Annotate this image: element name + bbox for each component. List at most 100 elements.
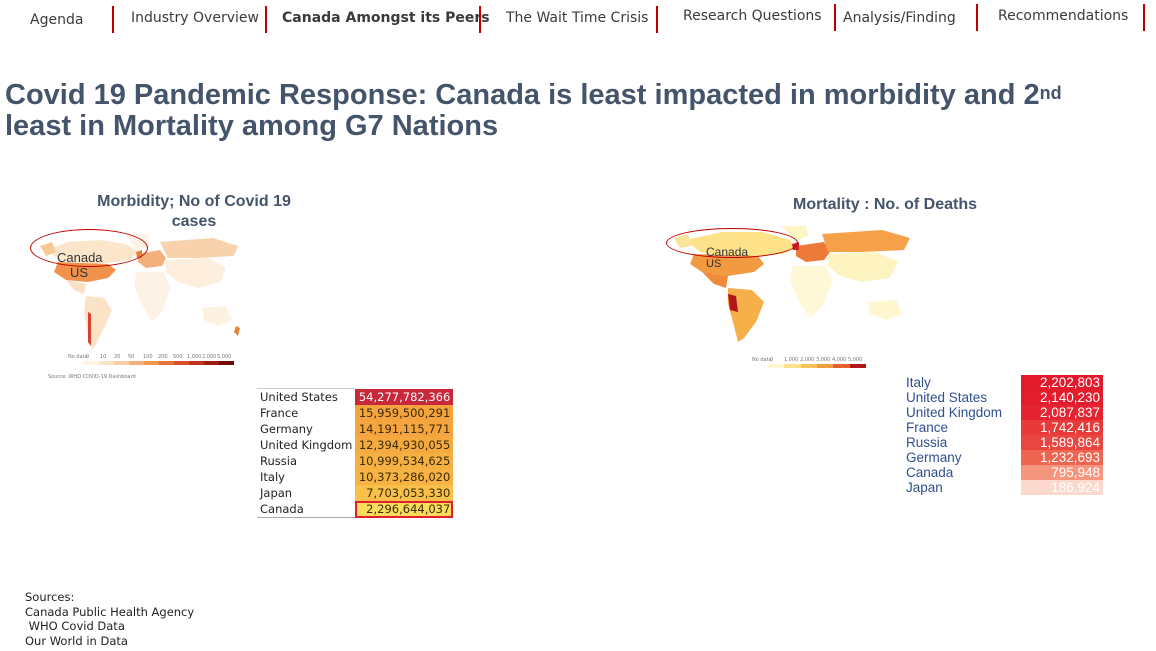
morbidity-value-cell: 7,703,053,330 [355, 485, 454, 501]
canada-highlight-ellipse [666, 228, 798, 258]
mortality-value-cell: 1,589,864 [1021, 435, 1104, 450]
morbidity-table-row: United States 54,277,782,366 [257, 388, 454, 405]
mortality-table-row: Russia 1,589,864 [905, 435, 1104, 450]
source-item: Canada Public Health Agency [25, 604, 195, 619]
morbidity-legend-tick: 2,000 [202, 354, 217, 360]
morbidity-map-us [54, 262, 116, 282]
mortality-spacer-cell [1005, 465, 1021, 480]
morbidity-source-note: Source: WHO COVID-19 Dashboard [48, 374, 136, 380]
morbidity-map-africa [134, 272, 170, 322]
mortality-map-legend [768, 364, 866, 368]
morbidity-map-title: Morbidity; No of Covid 19 cases [97, 193, 291, 230]
mortality-table-row: Italy 2,202,803 [905, 375, 1104, 390]
morbidity-map-australia [202, 306, 232, 326]
nav-item-analysis-finding[interactable]: Analysis/Finding [843, 10, 956, 26]
morbidity-value-cell: 14,191,115,771 [355, 421, 454, 437]
morbidity-table-row: Japan 7,703,053,330 [257, 485, 454, 501]
mortality-table-row: Germany 1,232,693 [905, 450, 1104, 465]
nav-item-wait-time-crisis[interactable]: The Wait Time Crisis [506, 10, 649, 26]
mortality-legend-tick: 3,000 [816, 357, 831, 363]
mortality-map-africa [790, 266, 832, 318]
mortality-spacer-cell [1005, 390, 1021, 405]
mortality-country-cell: Russia [906, 435, 948, 450]
mortality-value-cell: 795,948 [1021, 465, 1104, 480]
morbidity-legend-tick: 500 [173, 354, 183, 360]
morbidity-value-cell: 10,999,534,625 [355, 453, 454, 469]
morbidity-legend-tick: 100 [143, 354, 153, 360]
morbidity-value-cell: 10,373,286,020 [355, 469, 454, 485]
morbidity-legend-tick: 0 [86, 354, 90, 360]
morbidity-value-cell: 15,959,500,291 [355, 405, 454, 421]
morbidity-map-europe [138, 250, 166, 268]
nav-divider [656, 6, 658, 33]
mortality-spacer-cell [1005, 420, 1021, 435]
mortality-value-cell: 186,924 [1021, 480, 1104, 495]
morbidity-table-row: United Kingdom 12,394,930,055 [257, 437, 454, 453]
morbidity-country-cell: United States [257, 388, 356, 405]
mortality-map-label-canada: Canada [706, 245, 749, 259]
mortality-value-cell: 2,202,803 [1021, 375, 1104, 390]
mortality-spacer-cell [1005, 405, 1021, 420]
sources-block: Sources: Canada Public Health Agency WHO… [25, 590, 194, 648]
mortality-legend-tick: 0 [770, 357, 774, 363]
nav-item-agenda[interactable]: Agenda [30, 12, 84, 28]
canada-highlight-ellipse [30, 229, 148, 267]
mortality-legend-tick: 1,000 [784, 357, 799, 363]
morbidity-map-asia [166, 258, 226, 288]
mortality-legend-tick: No data [752, 357, 772, 363]
mortality-country-cell: Canada [906, 465, 954, 480]
morbidity-legend-tick: 20 [114, 354, 121, 360]
mortality-country-cell: United Kingdom [906, 405, 1003, 420]
morbidity-country-cell: Russia [260, 454, 297, 468]
morbidity-legend-tick: No data [68, 354, 88, 360]
nav-divider [112, 6, 114, 33]
mortality-map-asia [828, 252, 898, 282]
top-navigation: Agenda Industry Overview Canada Amongst … [0, 0, 1156, 40]
mortality-spacer-cell [1005, 450, 1021, 465]
mortality-map-russia [822, 230, 910, 252]
morbidity-value-cell: 12,394,930,055 [355, 437, 454, 453]
morbidity-country-cell: Italy [260, 470, 285, 484]
nav-item-research-questions[interactable]: Research Questions [683, 8, 822, 24]
mortality-map-europe [796, 242, 830, 262]
morbidity-map-label-us: US [70, 265, 89, 280]
mortality-map-australia [868, 300, 902, 320]
mortality-table-row: France 1,742,416 [905, 420, 1104, 435]
mortality-table: Italy 2,202,803 United States 2,140,230 Unit… [905, 375, 1104, 495]
nav-item-canada-amongst-its-peers[interactable]: Canada Amongst its Peers [282, 10, 490, 26]
nav-divider [834, 4, 836, 31]
morbidity-value-cell: 2,296,644,037 [355, 501, 454, 518]
mortality-value-cell: 1,742,416 [1021, 420, 1104, 435]
mortality-table-row: Japan 186,924 [905, 480, 1104, 495]
source-item: Our World in Data [25, 633, 128, 648]
nav-item-industry-overview[interactable]: Industry Overview [131, 10, 259, 26]
morbidity-country-cell: Canada [257, 501, 356, 518]
mortality-legend-tick: 5,000 [848, 357, 863, 363]
morbidity-legend-tick: 50 [128, 354, 135, 360]
mortality-table-row: United States 2,140,230 [905, 390, 1104, 405]
morbidity-value-cell: 54,277,782,366 [355, 388, 454, 405]
source-item: WHO Covid Data [25, 619, 125, 633]
mortality-spacer-cell [1005, 375, 1021, 390]
nav-item-recommendations[interactable]: Recommendations [998, 8, 1129, 24]
morbidity-map-label-canada: Canada [57, 250, 103, 265]
mortality-value-cell: 1,232,693 [1021, 450, 1104, 465]
morbidity-legend-tick: 5,000 [217, 354, 232, 360]
mortality-spacer-cell [1005, 435, 1021, 450]
mortality-map-label-us: US [706, 258, 722, 270]
morbidity-table-row: Canada 2,296,644,037 [257, 501, 454, 518]
mortality-map-mexico [702, 272, 728, 288]
nav-divider [976, 4, 978, 31]
morbidity-table-row: Russia 10,999,534,625 [257, 453, 454, 469]
mortality-value-cell: 2,087,837 [1021, 405, 1104, 420]
mortality-country-cell: Italy [906, 375, 931, 390]
morbidity-map-chile [88, 312, 91, 346]
mortality-legend-tick: 4,000 [832, 357, 847, 363]
mortality-country-cell: Japan [906, 480, 943, 495]
nav-divider [1143, 4, 1145, 31]
morbidity-map-legend [84, 361, 234, 365]
morbidity-legend-tick: 10 [100, 354, 107, 360]
mortality-country-cell: United States [906, 390, 988, 405]
mortality-map-title: Mortality : No. of Deaths [792, 196, 977, 213]
title-superscript: nd [1039, 83, 1062, 103]
